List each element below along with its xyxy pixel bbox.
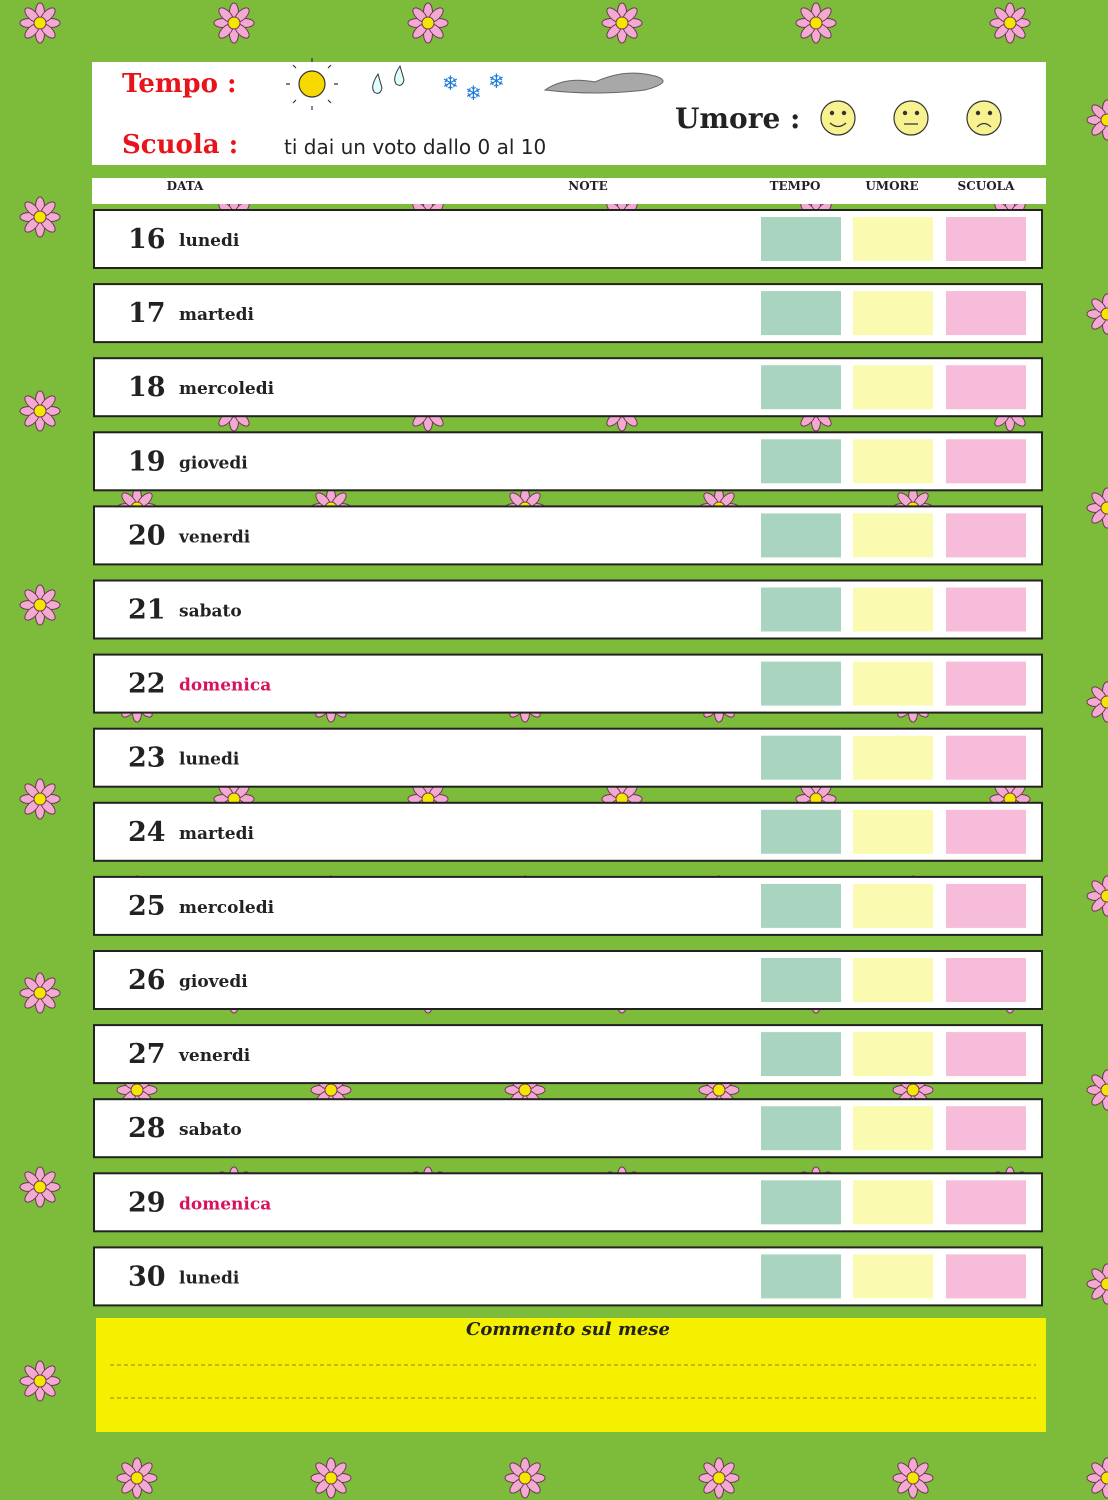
scuola-label: Scuola : bbox=[122, 130, 238, 160]
day-number: 19 bbox=[128, 446, 166, 477]
tempo-cell bbox=[761, 513, 841, 558]
legend-box bbox=[92, 62, 1046, 165]
umore-cell bbox=[853, 291, 933, 336]
day-number: 22 bbox=[128, 669, 166, 700]
weekday: sabato bbox=[179, 602, 242, 622]
scuola-cell bbox=[946, 883, 1026, 928]
comment-title: Commento sul mese bbox=[466, 1319, 670, 1340]
scuola-cell bbox=[946, 958, 1026, 1002]
day-number: 21 bbox=[128, 595, 166, 626]
tempo-cell bbox=[761, 217, 841, 261]
weekday: sabato bbox=[179, 1120, 242, 1140]
tempo-cell bbox=[761, 587, 841, 632]
umore-cell bbox=[853, 439, 933, 484]
weekday: domenica bbox=[179, 1194, 271, 1214]
scuola-note: ti dai un voto dallo 0 al 10 bbox=[284, 135, 546, 159]
column-header: UMORE bbox=[865, 179, 918, 193]
umore-cell bbox=[853, 217, 933, 261]
umore-cell bbox=[853, 809, 933, 854]
weekday: lunedi bbox=[179, 231, 240, 251]
scuola-cell bbox=[946, 1032, 1026, 1077]
scuola-cell bbox=[946, 1106, 1026, 1151]
scuola-cell bbox=[946, 1180, 1026, 1225]
tempo-cell bbox=[761, 291, 841, 336]
weekday: giovedi bbox=[179, 972, 248, 992]
column-header: SCUOLA bbox=[958, 179, 1016, 193]
day-number: 29 bbox=[128, 1187, 166, 1218]
column-header: TEMPO bbox=[770, 179, 821, 193]
scuola-cell bbox=[946, 661, 1026, 706]
day-number: 23 bbox=[128, 743, 166, 774]
tempo-cell bbox=[761, 958, 841, 1002]
weekday: lunedi bbox=[179, 750, 240, 770]
tempo-cell bbox=[761, 1106, 841, 1151]
tempo-cell bbox=[761, 1032, 841, 1077]
comment-lines bbox=[110, 1364, 1036, 1399]
tempo-cell bbox=[761, 1180, 841, 1225]
tempo-cell bbox=[761, 735, 841, 780]
weekday: martedi bbox=[179, 305, 255, 325]
day-number: 16 bbox=[128, 224, 166, 255]
day-number: 27 bbox=[128, 1039, 166, 1070]
umore-cell bbox=[853, 1180, 933, 1225]
scuola-cell bbox=[946, 735, 1026, 780]
weekday: giovedi bbox=[179, 453, 248, 473]
umore-cell bbox=[853, 958, 933, 1002]
umore-cell bbox=[853, 735, 933, 780]
scuola-cell bbox=[946, 365, 1026, 410]
day-number: 18 bbox=[128, 372, 166, 403]
tempo-label: Tempo : bbox=[122, 69, 237, 99]
tempo-cell bbox=[761, 809, 841, 854]
column-header-bar bbox=[92, 178, 1046, 204]
umore-cell bbox=[853, 365, 933, 410]
scuola-cell bbox=[946, 809, 1026, 854]
weekday: domenica bbox=[179, 676, 271, 696]
comment-box bbox=[96, 1318, 1046, 1432]
scuola-cell bbox=[946, 217, 1026, 261]
weekday: martedi bbox=[179, 824, 255, 844]
umore-cell bbox=[853, 513, 933, 558]
day-number: 20 bbox=[128, 520, 166, 551]
tempo-cell bbox=[761, 883, 841, 928]
scuola-cell bbox=[946, 291, 1026, 336]
umore-cell bbox=[853, 587, 933, 632]
svg-text:❄: ❄ bbox=[465, 81, 482, 105]
scuola-cell bbox=[946, 1254, 1026, 1299]
tempo-cell bbox=[761, 1254, 841, 1299]
svg-text:❄: ❄ bbox=[488, 69, 505, 93]
scuola-cell bbox=[946, 439, 1026, 484]
day-number: 26 bbox=[128, 965, 166, 996]
umore-cell bbox=[853, 1032, 933, 1077]
scuola-cell bbox=[946, 513, 1026, 558]
day-number: 28 bbox=[128, 1113, 166, 1144]
day-number: 24 bbox=[128, 817, 166, 848]
umore-label: Umore : bbox=[675, 102, 800, 135]
weekday: venerdi bbox=[178, 1046, 251, 1066]
column-header: DATA bbox=[167, 179, 204, 193]
scuola-cell bbox=[946, 587, 1026, 632]
day-number: 25 bbox=[128, 891, 166, 922]
mood-icons bbox=[820, 100, 1002, 136]
weather-icons: ❄ ❄ ❄ bbox=[286, 58, 664, 110]
tempo-cell bbox=[761, 365, 841, 410]
umore-cell bbox=[853, 1106, 933, 1151]
day-number: 17 bbox=[128, 298, 166, 329]
umore-cell bbox=[853, 661, 933, 706]
umore-cell bbox=[853, 1254, 933, 1299]
tempo-cell bbox=[761, 439, 841, 484]
weekday: venerdi bbox=[178, 527, 251, 547]
umore-cell bbox=[853, 883, 933, 928]
svg-text:❄: ❄ bbox=[442, 71, 459, 95]
weekday: mercoledi bbox=[179, 379, 275, 399]
weekday: mercoledi bbox=[179, 898, 275, 918]
column-header: NOTE bbox=[568, 179, 608, 193]
weekday: lunedi bbox=[179, 1268, 240, 1288]
tempo-cell bbox=[761, 661, 841, 706]
day-number: 30 bbox=[128, 1261, 166, 1292]
